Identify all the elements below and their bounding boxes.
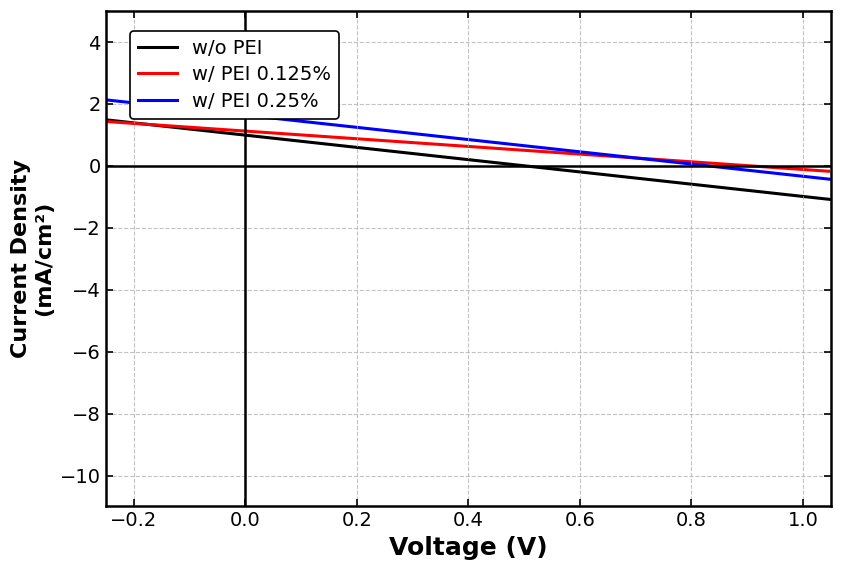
Line: w/o PEI: w/o PEI <box>108 120 830 199</box>
w/ PEI 0.125% <box>449 142 459 149</box>
Line: w/ PEI 0.125%: w/ PEI 0.125% <box>106 122 829 171</box>
w/ PEI 0.25% <box>232 111 242 118</box>
w/ PEI 0.25% <box>450 135 460 142</box>
w/ PEI 0.125% <box>566 150 576 157</box>
w/ PEI 0.125% <box>823 168 834 175</box>
Legend: w/o PEI, w/ PEI 0.125%, w/ PEI 0.25%: w/o PEI, w/ PEI 0.125%, w/ PEI 0.25% <box>130 31 339 119</box>
Y-axis label: Current Density
(mA/cm²): Current Density (mA/cm²) <box>11 159 55 358</box>
w/o PEI <box>709 183 719 190</box>
w/ PEI 0.125% <box>344 135 354 142</box>
w/o PEI <box>770 190 781 197</box>
w/ PEI 0.125% <box>416 140 426 147</box>
w/o PEI <box>103 116 113 123</box>
X-axis label: Voltage (V): Voltage (V) <box>389 536 547 560</box>
w/ PEI 0.125% <box>440 142 450 148</box>
w/ PEI 0.125% <box>101 118 111 125</box>
w/ PEI 0.125% <box>800 166 810 173</box>
w/o PEI <box>472 157 482 164</box>
w/ PEI 0.25% <box>824 176 834 183</box>
w/o PEI <box>180 125 190 132</box>
w/o PEI <box>428 152 438 159</box>
w/ PEI 0.25% <box>734 166 744 172</box>
w/ PEI 0.25% <box>102 96 112 103</box>
Line: w/ PEI 0.25%: w/ PEI 0.25% <box>107 100 829 179</box>
w/ PEI 0.25% <box>183 106 193 112</box>
w/ PEI 0.25% <box>439 134 449 140</box>
w/ PEI 0.25% <box>372 126 382 133</box>
w/o PEI <box>825 196 835 203</box>
w/o PEI <box>658 178 669 184</box>
